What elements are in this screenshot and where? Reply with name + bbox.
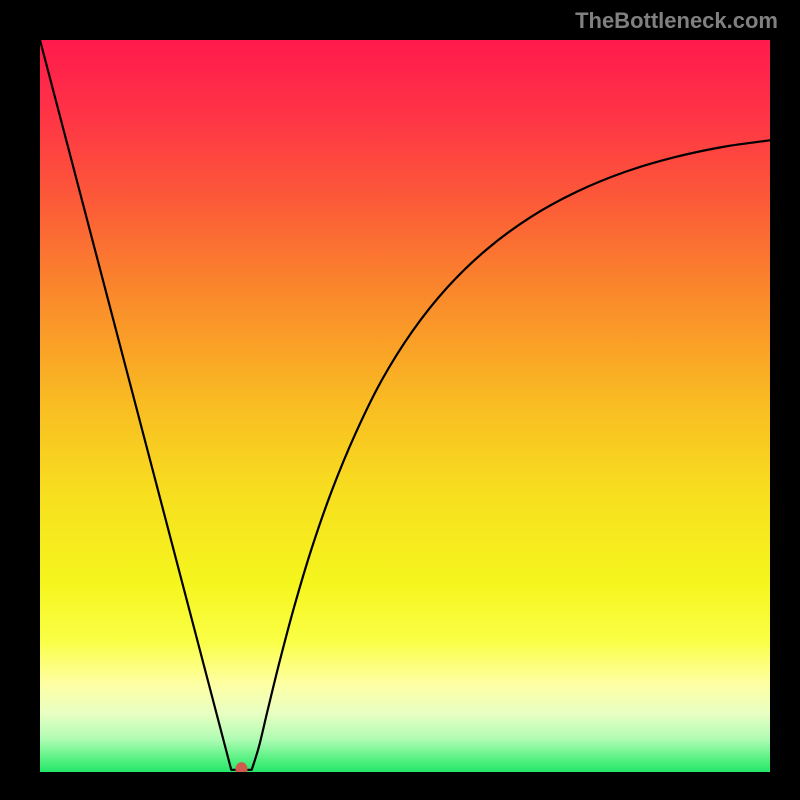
gradient-background	[40, 40, 770, 772]
watermark-text: TheBottleneck.com	[575, 8, 778, 34]
chart-svg	[40, 40, 770, 772]
plot-area	[40, 40, 770, 772]
chart-container: TheBottleneck.com	[0, 0, 800, 800]
